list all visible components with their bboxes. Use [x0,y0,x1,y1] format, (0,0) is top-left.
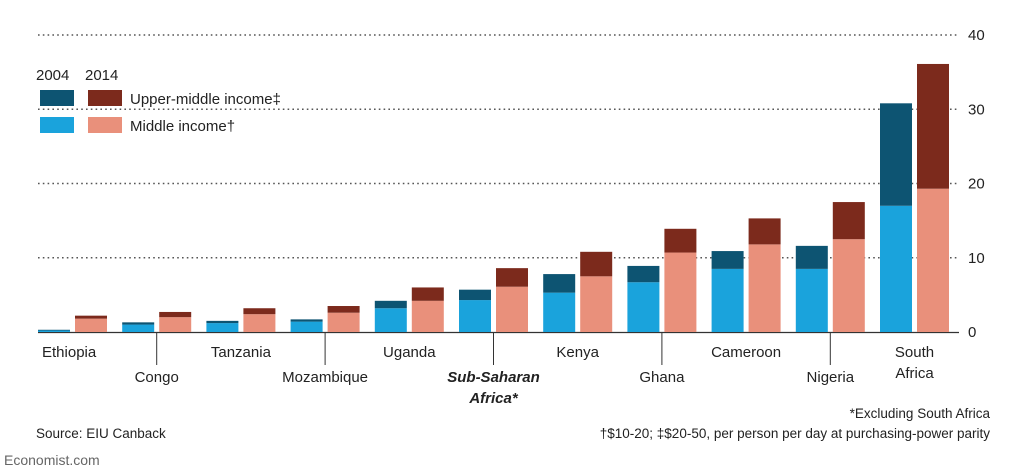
y-tick-label-30: 30 [968,101,985,118]
category-label-uganda: Uganda [383,344,436,361]
bar-group-south-africa [880,63,949,332]
category-label-tanzania: Tanzania [211,344,272,361]
bar-sub-saharan-africa-2004-upper-middle [459,289,491,301]
bar-group-nigeria [795,202,865,332]
bar-tanzania-2014-middle [243,314,276,332]
bar-tanzania-2014-upper-middle [243,308,276,315]
bar-sub-saharan-africa-2014-upper-middle [496,268,528,287]
bar-ghana-2004-middle [627,282,660,332]
bar-tanzania-2004-upper-middle [206,320,239,324]
bar-congo-2004-middle [122,324,155,332]
bar-nigeria-2014-middle [832,239,865,332]
bar-group-cameroon [711,218,781,332]
bar-group-mozambique [290,306,360,332]
bar-cameroon-2004-middle [711,268,744,332]
bar-tanzania-2004-middle [206,323,239,332]
bar-group-kenya [543,251,613,332]
footnote-income-bands: †$10-20; ‡$20-50, per person per day at … [599,426,990,441]
bar-kenya-2004-middle [543,292,576,332]
bar-mozambique-2004-middle [290,321,323,332]
category-label-congo: Congo [135,369,179,386]
bar-group-ethiopia [38,315,107,332]
bar-ethiopia-2004-middle [38,330,70,332]
legend-year-2014: 2014 [85,67,118,84]
legend-swatch-middle-2014 [88,117,122,133]
bar-group-uganda [374,287,444,332]
bar-kenya-2004-upper-middle [543,274,576,293]
bar-congo-2014-upper-middle [159,311,192,318]
source-note: Source: EIU Canback [36,426,166,441]
bar-uganda-2004-middle [374,308,407,332]
bar-congo-2004-upper-middle [122,322,155,325]
bar-sub-saharan-africa-2004-middle [459,300,491,332]
legend-label-upper-middle-income: Upper-middle income‡ [130,91,281,108]
bar-uganda-2014-upper-middle [411,287,444,301]
gridlines [38,34,959,334]
category-label-ethiopia: Ethiopia [42,344,97,361]
bar-south-africa-2014-middle [917,188,949,332]
brand-watermark: Economist.com [4,452,100,468]
bar-nigeria-2014-upper-middle [832,202,865,240]
bar-sub-saharan-africa-2014-middle [496,286,528,332]
bar-group-sub-saharan-africa [459,268,528,332]
y-tick-label-0: 0 [968,324,976,341]
y-tick-label-40: 40 [968,27,985,44]
bar-ethiopia-2014-upper-middle [75,315,107,319]
footnote-excluding: *Excluding South Africa [849,406,990,421]
y-tick-label-10: 10 [968,250,985,267]
bar-south-africa-2004-upper-middle [880,103,912,206]
bars [38,63,949,332]
category-label-sub-saharan-africa-line2: Africa* [468,390,519,407]
category-label-sub-saharan-africa-line1: Sub-Saharan [447,369,540,386]
bar-ghana-2004-upper-middle [627,265,660,283]
legend: 2004 2014 Upper-middle income‡ Middle incom… [36,67,281,135]
bar-ethiopia-2014-middle [75,318,107,332]
bar-uganda-2004-upper-middle [374,300,407,309]
bar-ghana-2014-middle [664,252,697,332]
bar-ghana-2014-upper-middle [664,228,697,253]
bar-congo-2014-middle [159,317,192,332]
bar-mozambique-2004-upper-middle [290,319,323,322]
category-labels: Ethiopia Congo Tanzania Mozambique Uganda Sub… [42,332,934,407]
bar-group-congo [122,311,192,332]
bar-group-ghana [627,228,697,332]
bar-cameroon-2014-upper-middle [748,218,781,245]
category-label-ghana: Ghana [639,369,685,386]
category-label-kenya: Kenya [556,344,599,361]
category-label-cameroon: Cameroon [711,344,781,361]
legend-swatch-middle-2004 [40,117,74,133]
legend-label-middle-income: Middle income† [130,118,235,135]
category-label-nigeria: Nigeria [807,369,855,386]
category-label-south-africa-line2: Africa [895,365,934,382]
bar-group-tanzania [206,308,276,332]
bar-uganda-2014-middle [411,300,444,332]
y-axis: 0 10 20 30 40 [968,27,985,341]
bar-ethiopia-2004-upper-middle [38,329,70,331]
bar-south-africa-2014-upper-middle [917,63,949,189]
bar-nigeria-2004-middle [795,268,828,332]
bar-cameroon-2014-middle [748,244,781,332]
bar-south-africa-2004-middle [880,205,912,332]
legend-swatch-upper-2014 [88,90,122,106]
y-tick-label-20: 20 [968,176,985,193]
legend-year-2004: 2004 [36,67,69,84]
legend-swatch-upper-2004 [40,90,74,106]
bar-kenya-2014-upper-middle [580,251,613,277]
bar-kenya-2014-middle [580,276,613,332]
bar-mozambique-2014-upper-middle [327,306,360,313]
bar-mozambique-2014-middle [327,312,360,332]
category-label-south-africa-line1: South [895,344,934,361]
bar-nigeria-2004-upper-middle [795,245,828,269]
category-label-mozambique: Mozambique [282,369,368,386]
bar-cameroon-2004-upper-middle [711,251,744,269]
